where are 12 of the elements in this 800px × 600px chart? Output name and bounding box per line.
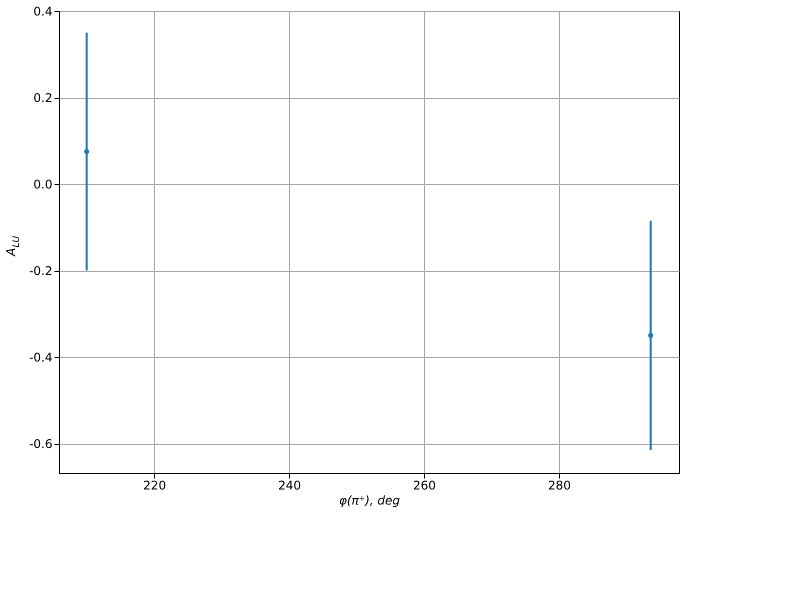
y-tick-label: 0.4 (33, 4, 52, 18)
x-tick-label: 220 (143, 478, 166, 492)
y-tick-label: 0.2 (33, 91, 52, 106)
x-axis-title: φ(π⁺), deg (338, 494, 400, 508)
x-tick-label: 240 (278, 478, 302, 492)
y-tick-label: -0.6 (29, 437, 52, 452)
y-tick-label: -0.4 (29, 350, 52, 365)
y-tick-label: -0.2 (29, 264, 52, 278)
x-tick-label: 260 (413, 478, 436, 492)
y-tick-label: 0.0 (33, 178, 52, 192)
x-tick-label: 280 (548, 478, 571, 492)
y-axis-title: ALU (4, 236, 22, 257)
